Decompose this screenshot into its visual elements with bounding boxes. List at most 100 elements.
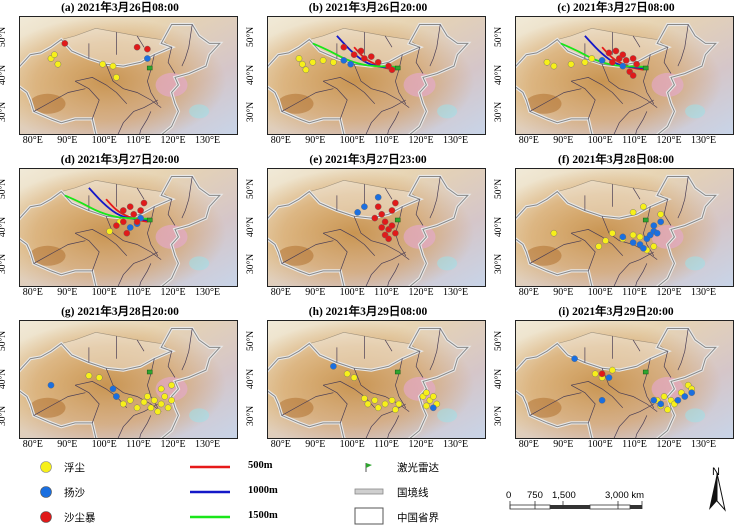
storm-point [598,370,606,378]
province-boundary [322,80,348,120]
storm-point [371,214,379,222]
lidar-marker [146,369,153,375]
map-svg [268,169,485,286]
pink-haze [403,224,436,249]
x-tick-label: 120°E [656,439,682,450]
x-tick-label: 110°E [374,439,399,450]
province-boundary [181,176,193,219]
legend-sand-symbol [40,486,52,498]
province-boundary [635,415,648,438]
lidar-marker [642,369,649,375]
map-frame [515,320,734,439]
province-boundary [353,216,410,260]
storm-point [374,59,382,66]
sand-point [144,55,151,62]
province-boundary [33,392,86,416]
map-svg [516,169,733,286]
dust-point [429,393,437,400]
y-tick-label: 50°N [0,26,8,47]
scale-label-750: 750 [527,490,543,501]
x-tick-label: 90°E [305,439,326,450]
storm-point [133,218,141,226]
panel-title: (f) 2021年3月28日08:00 [558,154,674,166]
dust-point [54,60,62,68]
y-tick-label: 50°N [494,26,504,47]
trajectory-1500 [64,194,148,220]
panel-title: (c) 2021年3月27日08:00 [557,2,675,14]
province-boundary [632,187,641,200]
y-tick-label: 40°N [0,216,8,237]
dust-point [392,406,399,413]
legend-province-label: 中国省界 [397,512,439,524]
lidar-marker [146,65,153,71]
dust-point [364,400,372,408]
dust-point [609,229,616,237]
province-boundary [136,35,145,48]
sand-point [47,381,55,389]
legend-dust-label: 浮尘 [64,462,85,474]
lidar-marker [394,217,401,223]
lidar-marker [394,369,401,375]
dust-point [309,59,317,66]
province-boundary [323,229,376,257]
map-frame [515,168,734,287]
legend-province-symbol [354,507,384,525]
dust-point [144,393,151,400]
province-boundary [570,384,596,424]
storm-point [120,218,127,226]
x-tick-label: 120°E [656,135,682,146]
map-panel: (b) 2021年3月26日20:00 80°E 90°E 100°E 110°E 120… [246,0,488,150]
storm-point [130,211,137,218]
pink-haze [651,72,684,97]
storm-point [629,72,637,79]
sand-point [354,209,361,216]
dust-point [388,397,396,404]
national-border [268,176,469,286]
x-tick-label: 110°E [126,135,151,146]
map-frame [267,320,486,439]
x-tick-label: 130°E [691,439,717,450]
dust-point [126,397,134,404]
dust-point [150,397,158,404]
province-boundary [429,328,441,371]
x-tick-label: 130°E [443,135,469,146]
province-boundary [75,229,128,257]
dust-point [423,402,430,410]
x-tick-label: 130°E [195,439,221,450]
province-boundary [571,229,624,257]
storm-point [368,53,375,60]
province-boundary [281,240,334,264]
map-svg [516,17,733,134]
dust-point [147,404,155,412]
lidar-marker [642,217,649,223]
province-boundary [570,80,596,120]
x-tick-label: 120°E [160,287,186,298]
province-boundary [529,240,582,264]
pink-haze [403,72,436,97]
province-boundary [415,351,424,378]
province-boundary [613,99,654,134]
y-tick-label: 30°N [494,254,504,275]
storm-point [123,229,131,237]
sand-point [688,389,695,396]
x-tick-label: 80°E [22,287,43,298]
province-boundary [635,263,648,286]
dust-point [343,370,351,378]
storm-point [374,203,382,211]
storm-point [622,57,630,64]
cyan-haze [685,256,706,271]
province-boundary [601,216,658,260]
y-tick-label: 50°N [494,330,504,351]
map-frame [19,16,238,135]
scale-label-1500: 1,500 [552,490,576,501]
province-boundary [117,251,158,286]
national-border [516,24,717,134]
y-tick-label: 30°N [246,254,256,275]
national-border [20,328,221,438]
province-boundary [139,111,152,134]
storm-point [357,47,365,55]
sand-point [650,397,658,404]
x-tick-label: 110°E [374,135,399,146]
province-boundary [75,77,128,105]
scale-label-0: 0 [506,490,512,501]
